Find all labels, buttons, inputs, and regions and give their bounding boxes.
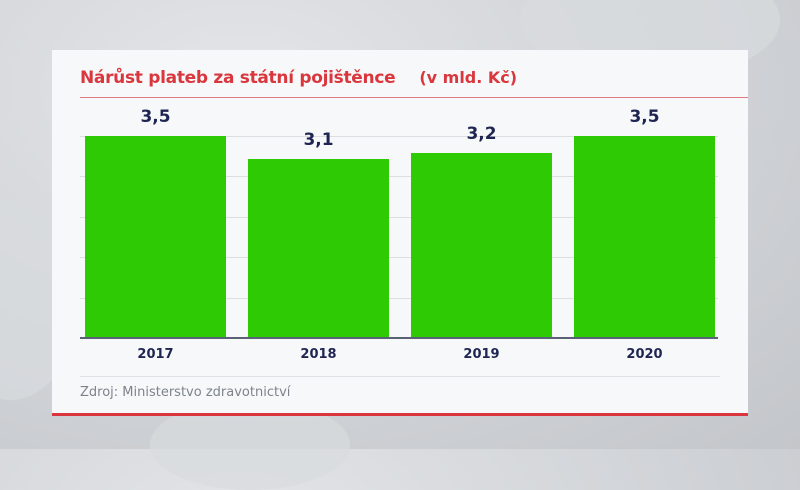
chart-header: Nárůst plateb za státní pojištěnce (v ml… [80, 68, 517, 88]
gridline [80, 257, 718, 258]
title-divider [80, 97, 748, 98]
gridline [80, 136, 718, 137]
bar-2020 [574, 136, 715, 338]
chart-title: Nárůst plateb za státní pojištěnce [80, 68, 396, 88]
category-label-2018: 2018 [300, 347, 337, 362]
x-axis [80, 337, 718, 339]
value-label-2017: 3,5 [140, 107, 171, 127]
bar-2018 [248, 159, 389, 338]
value-label-2019: 3,2 [466, 124, 497, 144]
gridline [80, 176, 718, 177]
source-divider [80, 376, 720, 377]
chart-panel: Nárůst plateb za státní pojištěnce (v ml… [52, 50, 748, 416]
source-note: Zdroj: Ministerstvo zdravotnictví [80, 385, 291, 400]
gridline [80, 217, 718, 218]
bar-2019 [411, 153, 552, 338]
gridline [80, 298, 718, 299]
category-label-2020: 2020 [626, 347, 663, 362]
category-label-2019: 2019 [463, 347, 500, 362]
chart-unit: (v mld. Kč) [419, 68, 518, 87]
bar-2017 [85, 136, 226, 338]
panel-bottom-accent [52, 413, 748, 416]
plot-area: 3,5 3,1 3,2 3,5 [80, 107, 718, 339]
category-label-2017: 2017 [137, 347, 174, 362]
value-label-2018: 3,1 [303, 130, 334, 150]
value-label-2020: 3,5 [629, 107, 660, 127]
